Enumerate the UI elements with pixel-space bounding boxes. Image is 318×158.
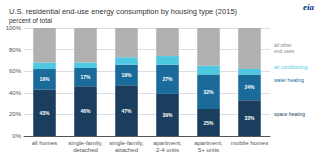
svg-text:27%: 27%: [162, 76, 173, 82]
svg-text:all homes: all homes: [32, 140, 58, 146]
svg-text:43%: 43%: [39, 110, 50, 116]
svg-text:32%: 32%: [203, 89, 214, 95]
svg-text:U.S. residential end-use energ: U.S. residential end-use energy consumpt…: [9, 7, 238, 16]
svg-text:percent of total: percent of total: [9, 17, 53, 25]
svg-text:mobile homes: mobile homes: [231, 140, 268, 146]
svg-text:24%: 24%: [244, 84, 255, 90]
svg-text:2-4 units: 2-4 units: [156, 147, 179, 153]
svg-text:19%: 19%: [121, 72, 132, 78]
svg-text:air conditioning: air conditioning: [274, 64, 308, 70]
svg-text:25%: 25%: [203, 120, 214, 126]
svg-text:end uses: end uses: [274, 48, 295, 54]
svg-text:all other: all other: [274, 42, 292, 49]
svg-text:80%: 80%: [9, 47, 22, 53]
svg-text:water heating: water heating: [274, 77, 304, 83]
svg-text:33%: 33%: [244, 115, 255, 121]
svg-text:60%: 60%: [9, 68, 22, 74]
svg-text:single-family,: single-family,: [68, 140, 103, 146]
svg-text:17%: 17%: [80, 74, 91, 80]
svg-text:apartment,: apartment,: [153, 140, 182, 146]
svg-text:attached: attached: [115, 147, 138, 153]
svg-text:apartment,: apartment,: [194, 140, 223, 146]
svg-text:space heating: space heating: [274, 111, 305, 117]
svg-text:19%: 19%: [39, 76, 50, 82]
svg-text:46%: 46%: [80, 108, 91, 114]
svg-text:detached: detached: [73, 147, 98, 153]
svg-text:47%: 47%: [121, 108, 132, 114]
svg-text:5+ units: 5+ units: [198, 147, 219, 153]
svg-text:40%: 40%: [9, 90, 22, 96]
svg-text:20%: 20%: [9, 111, 22, 117]
svg-text:39%: 39%: [162, 112, 173, 118]
svg-text:eia: eia: [303, 2, 314, 12]
svg-text:single-family,: single-family,: [109, 140, 144, 146]
svg-text:0%: 0%: [12, 133, 21, 139]
svg-text:100%: 100%: [6, 25, 22, 31]
